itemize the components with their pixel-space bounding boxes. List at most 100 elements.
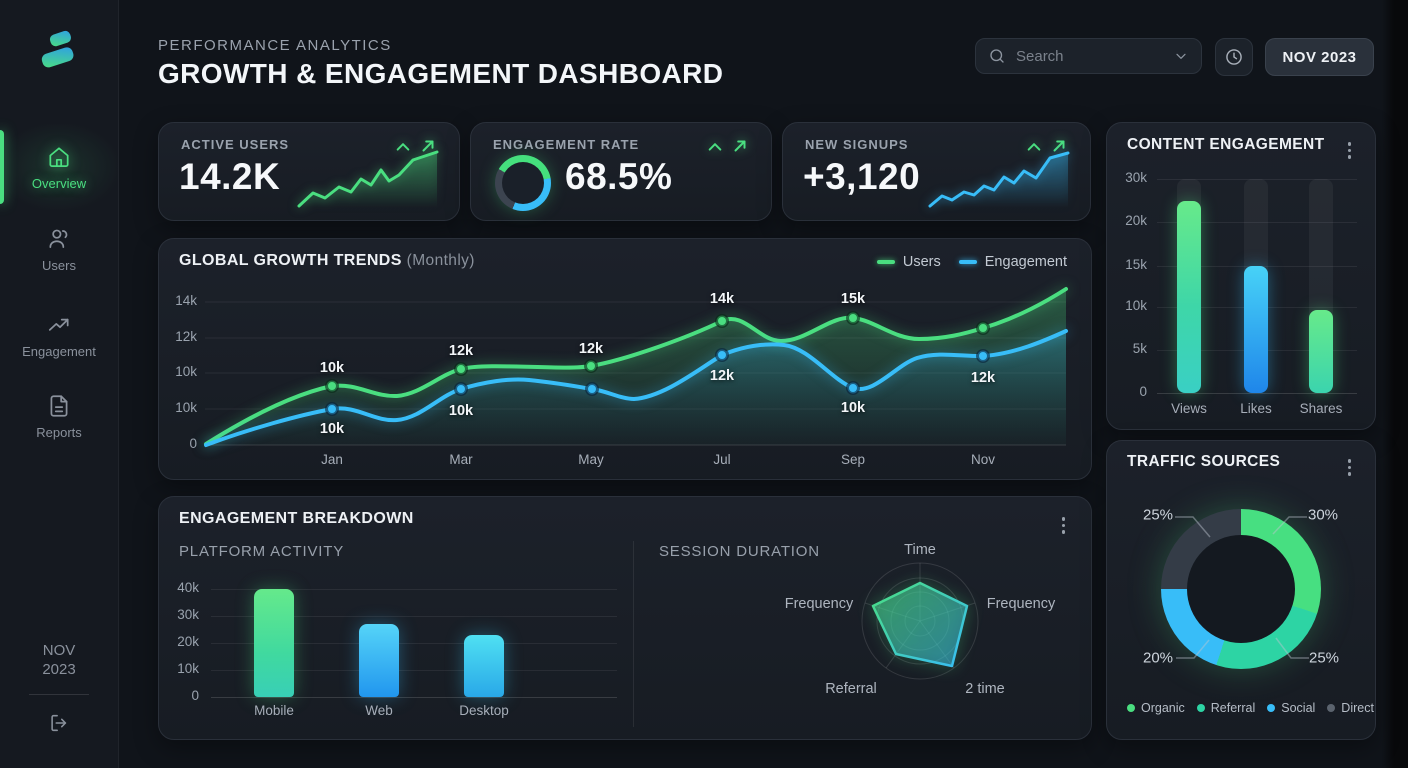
radar-axis-label: Frequency — [784, 596, 854, 612]
data-label: 10k — [319, 421, 345, 437]
legend-item-direct: Direct — [1327, 701, 1374, 715]
home-icon — [49, 147, 69, 167]
kpi-label: ACTIVE USERS — [181, 137, 290, 152]
gridline — [1157, 179, 1357, 180]
sparkline-blue — [928, 151, 1070, 208]
radar-axis-label: 2 time — [965, 681, 1005, 697]
x-tick: Desktop — [459, 703, 509, 718]
bar-mobile — [254, 589, 294, 697]
x-tick: Mar — [449, 452, 473, 467]
legend-item-organic: Organic — [1127, 701, 1185, 715]
data-label: 12k — [578, 341, 604, 357]
bar-likes — [1244, 266, 1268, 393]
slice-percent-label: 25% — [1142, 506, 1174, 524]
x-tick: Mobile — [254, 703, 294, 718]
sidebar-item-label: Overview — [31, 176, 87, 191]
active-nav-indicator — [0, 130, 4, 204]
search-input[interactable] — [1014, 46, 1165, 66]
kpi-value: 68.5% — [565, 156, 673, 197]
gauge-ring — [495, 155, 551, 211]
callout-lines — [1175, 516, 1309, 659]
legend-swatch — [958, 260, 977, 264]
sidebar-item-reports[interactable]: Reports — [0, 393, 118, 440]
chart-title: TRAFFIC SOURCES — [1127, 453, 1281, 470]
radar-axis-label: Time — [904, 542, 936, 558]
y-tick: 0 — [191, 688, 199, 703]
legend-swatch — [1267, 704, 1276, 712]
legend-label: Referral — [1210, 701, 1256, 715]
sidebar-item-overview[interactable]: Overview — [0, 144, 118, 191]
x-tick: Nov — [970, 452, 995, 467]
sidebar-item-label: Engagement — [22, 344, 96, 359]
trend-icon — [48, 318, 69, 331]
section-title: ENGAGEMENT BREAKDOWN — [179, 510, 414, 527]
chevron-down-icon[interactable] — [1173, 48, 1189, 64]
x-tick: Jul — [713, 452, 731, 467]
gridline — [211, 643, 617, 644]
axis-baseline — [211, 697, 617, 698]
axis-baseline — [1157, 393, 1357, 394]
kpi-card-active-users: ACTIVE USERS 14.2K — [158, 122, 460, 221]
kpi-label: ENGAGEMENT RATE — [493, 137, 640, 152]
slice-percent-label: 25% — [1308, 649, 1340, 667]
page-title: GROWTH & ENGAGEMENT DASHBOARD — [158, 58, 724, 89]
kpi-value: 14.2K — [179, 156, 281, 197]
brand-logo-icon — [41, 30, 74, 68]
legend-label: Direct — [1341, 701, 1374, 715]
history-button[interactable] — [1215, 38, 1253, 76]
legend-swatch — [1196, 704, 1205, 712]
bar-desktop — [464, 635, 504, 697]
chart-title: GLOBAL GROWTH TRENDS (Monthly) — [179, 252, 475, 269]
kebab-menu-icon[interactable] — [1058, 513, 1070, 538]
x-tick: May — [578, 452, 604, 467]
legend-swatch — [876, 260, 895, 264]
arrow-up-right-icon — [1053, 140, 1065, 152]
kpi-card-engagement-rate: ENGAGEMENT RATE 68.5% — [470, 122, 772, 221]
radar-axis-label: Frequency — [986, 596, 1056, 612]
legend-label: Organic — [1141, 701, 1185, 715]
sparkline-green — [297, 150, 439, 208]
y-tick: 20k — [177, 634, 199, 649]
chart-subtitle: (Monthly) — [406, 252, 475, 269]
legend-label: Social — [1281, 701, 1316, 715]
donut-chart — [1161, 509, 1321, 669]
x-tick: Views — [1171, 401, 1207, 416]
sidebar-item-engagement[interactable]: Engagement — [0, 312, 118, 359]
slice-percent-label: 30% — [1307, 506, 1339, 524]
y-tick: 0 — [1139, 384, 1147, 399]
search-icon — [990, 49, 1004, 63]
logout-icon[interactable] — [48, 712, 70, 734]
x-tick: Jan — [321, 452, 343, 467]
panel-divider — [633, 541, 634, 727]
sidebar-item-users[interactable]: Users — [0, 226, 118, 273]
gridline — [211, 670, 617, 671]
y-tick: 30k — [1125, 170, 1147, 185]
active-nav-glow — [0, 124, 118, 210]
date-range-button[interactable]: NOV 2023 — [1265, 38, 1374, 76]
kpi-value: +3,120 — [803, 156, 921, 197]
y-tick: 10k — [175, 400, 197, 415]
kebab-menu-icon[interactable] — [1344, 138, 1356, 163]
y-tick: 10k — [177, 661, 199, 676]
chevron-up-icon — [708, 143, 722, 151]
radar-chart — [861, 562, 979, 680]
sidebar-date: NOV 2023 — [42, 642, 76, 678]
bar-web — [359, 624, 399, 697]
y-tick: 40k — [177, 580, 199, 595]
kebab-menu-icon[interactable] — [1344, 455, 1356, 480]
line-chart — [204, 287, 1068, 447]
y-tick: 5k — [1132, 341, 1147, 356]
y-tick: 14k — [175, 293, 197, 308]
search-box[interactable] — [975, 38, 1202, 74]
gridline — [211, 589, 617, 590]
kpi-label: NEW SIGNUPS — [805, 137, 909, 152]
chevron-up-icon — [1027, 143, 1041, 151]
trend-up-icons — [707, 137, 749, 155]
slice-percent-label: 20% — [1142, 649, 1174, 667]
trend-up-icons — [395, 137, 437, 155]
sidebar-item-label: Users — [42, 258, 76, 273]
arrow-up-right-icon — [422, 140, 434, 152]
legend-swatch — [1327, 704, 1336, 712]
sidebar: Overview Users Engagement Reports NO — [0, 0, 119, 768]
